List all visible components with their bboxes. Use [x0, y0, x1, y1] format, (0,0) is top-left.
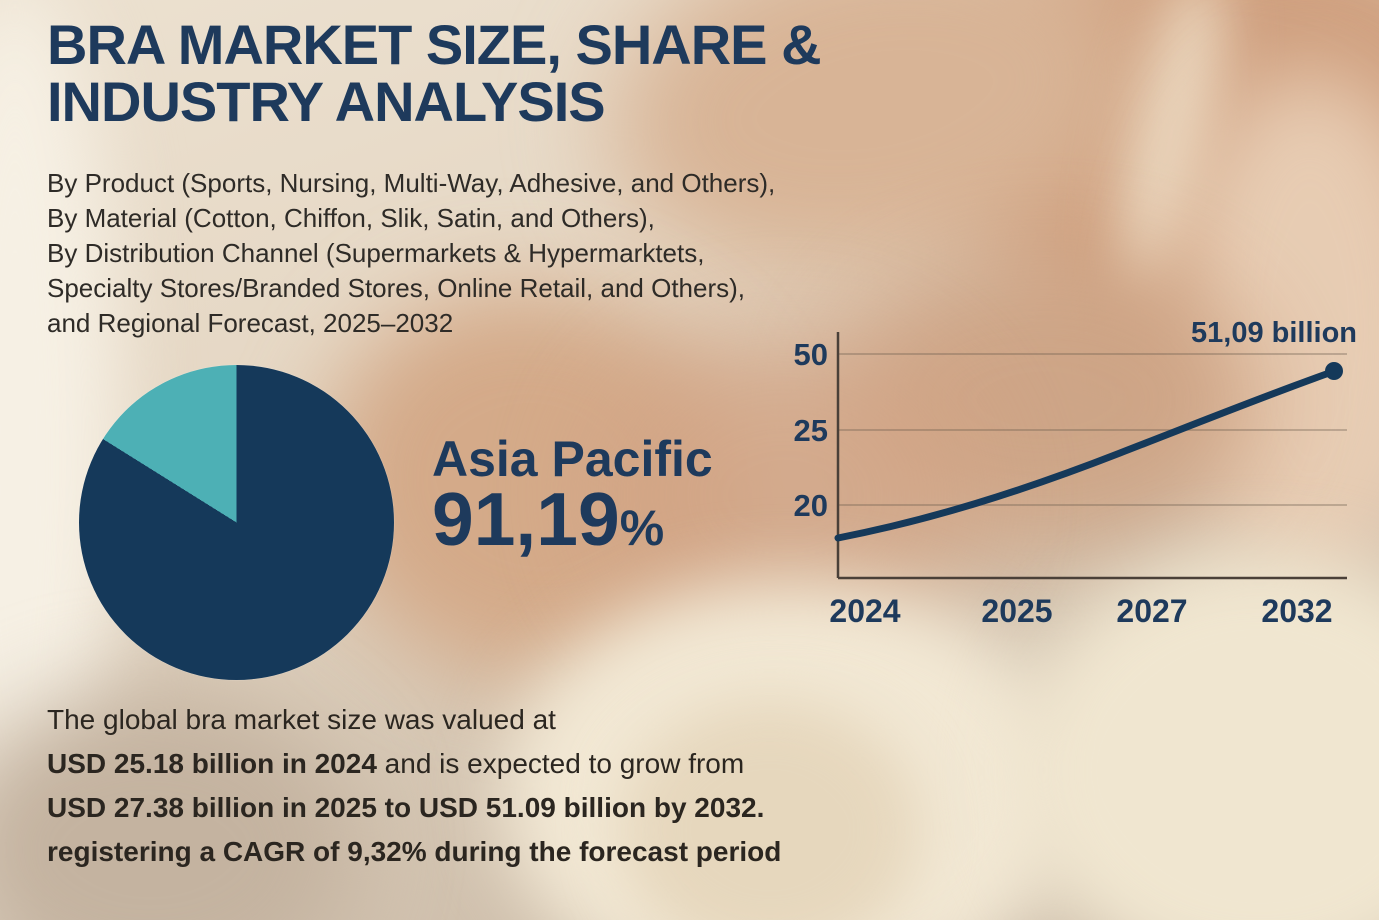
- line-chart-market-growth: 50 25 20 2024 2025 2027 2032 51,09 billi…: [794, 317, 1357, 629]
- summary-line2-rest: and is expected to grow from: [376, 748, 745, 779]
- scope-description: By Product (Sports, Nursing, Multi-Way, …: [47, 166, 775, 341]
- x-tick-label: 2032: [1261, 593, 1332, 629]
- value-2024: USD 25.18 billion in 2024: [47, 748, 377, 779]
- y-tick-label: 50: [794, 337, 828, 372]
- scope-line: and Regional Forecast, 2025–2032: [47, 308, 454, 338]
- y-tick-label: 25: [794, 413, 828, 448]
- x-tick-label: 2025: [981, 593, 1052, 629]
- scope-line: Specialty Stores/Branded Stores, Online …: [47, 273, 746, 303]
- summary-line2: USD 25.18 billion in 2024 and is expecte…: [47, 742, 781, 786]
- summary-line1: The global bra market size was valued at: [47, 704, 556, 735]
- scope-line: By Material (Cotton, Chiffon, Slik, Sati…: [47, 203, 655, 233]
- page-title-line2: INDUSTRY ANALYSIS: [47, 70, 606, 133]
- cagr-value: registering a CAGR of 9,32% during the f…: [47, 836, 782, 867]
- value-annotation: 51,09 billion: [1191, 317, 1357, 349]
- page-title-line1: BRA MARKET SIZE, SHARE &: [47, 13, 822, 76]
- summary-paragraph: The global bra market size was valued at…: [47, 698, 781, 874]
- x-tick-label: 2027: [1116, 593, 1187, 629]
- region-name-label: Asia Pacific: [432, 431, 713, 487]
- end-point-marker: [1325, 362, 1343, 380]
- pie-chart-regional-share: [79, 365, 394, 680]
- growth-line: [834, 368, 1336, 542]
- x-tick-label: 2024: [829, 593, 900, 629]
- value-2025-2032: USD 27.38 billion in 2025 to USD 51.09 b…: [47, 792, 765, 823]
- scope-line: By Product (Sports, Nursing, Multi-Way, …: [47, 168, 776, 198]
- y-tick-label: 20: [794, 488, 828, 523]
- region-share-value: 91,19%: [432, 478, 664, 561]
- summary-line3: USD 27.38 billion in 2025 to USD 51.09 b…: [47, 786, 781, 830]
- scope-line: By Distribution Channel (Supermarkets & …: [47, 238, 705, 268]
- page-title: BRA MARKET SIZE, SHARE & INDUSTRY ANALYS…: [47, 13, 822, 133]
- percent-sign: %: [619, 500, 665, 556]
- summary-line4: registering a CAGR of 9,32% during the f…: [47, 830, 781, 874]
- share-number: 91,19: [432, 477, 620, 561]
- photo-blob: [620, 700, 920, 920]
